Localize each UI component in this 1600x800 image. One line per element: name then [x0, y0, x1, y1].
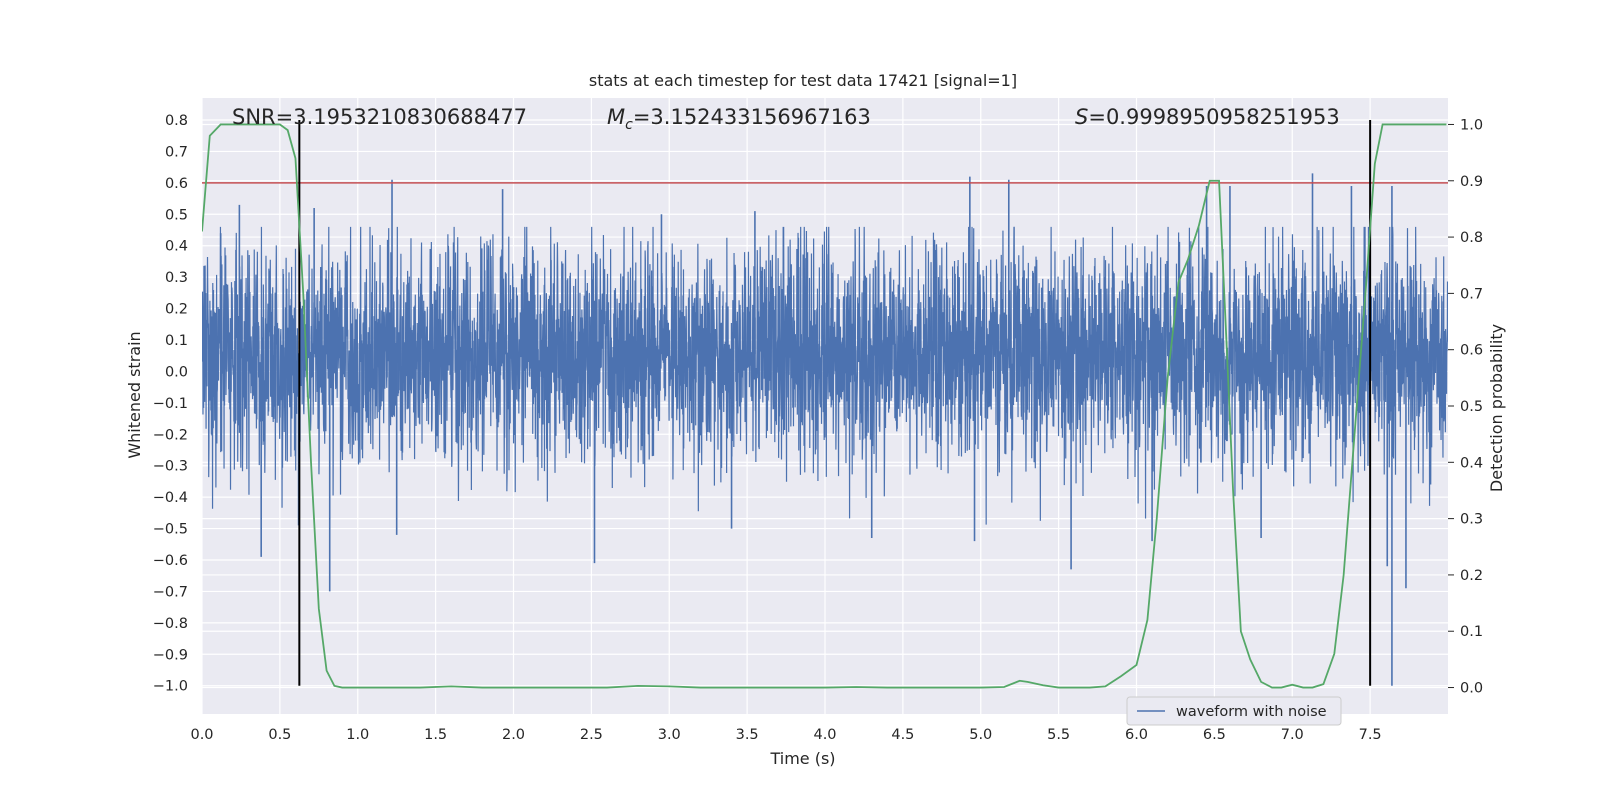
y-tick-label: 0.8: [165, 113, 188, 129]
x-tick-label: 5.0: [969, 727, 992, 743]
y-tick-label: −0.2: [153, 427, 188, 443]
legend-box: [1126, 696, 1342, 726]
mc-value: =3.152433156967163: [633, 105, 871, 129]
s-value: =0.9998950958251953: [1088, 105, 1339, 129]
y-axis-label: Whitened strain: [125, 331, 144, 458]
x-axis-label: Time (s): [769, 749, 835, 768]
y-tick-label: −1.0: [153, 679, 188, 695]
x-tick-label: 2.5: [580, 727, 603, 743]
right-tick-label: 0.8: [1460, 230, 1483, 246]
right-tick-label: 1.0: [1460, 117, 1483, 133]
right-tick-label: 0.1: [1460, 624, 1483, 640]
y-tick-labels: 0.8 0.7 0.6 0.5 0.4 0.3 0.2 0.1 0.0 −0.1 −0.2 −0.3 −…: [153, 113, 188, 695]
detection-probability-series: [202, 123, 1447, 689]
x-tick-label: 3.0: [658, 727, 681, 743]
x-tick-label: 4.5: [891, 727, 914, 743]
y-tick-label: −0.7: [153, 584, 188, 600]
y-tick-label: 0.3: [165, 270, 188, 286]
right-tick-label: 0.0: [1460, 681, 1483, 697]
legend: waveform with noise: [1126, 696, 1342, 726]
chirp-mass-annotation: Mc=3.152433156967163: [607, 105, 871, 133]
x-tick-label: 7.0: [1281, 727, 1304, 743]
x-tick-label: 6.5: [1203, 727, 1226, 743]
legend-label-waveform: waveform with noise: [1176, 704, 1327, 720]
y-tick-label: 0.1: [165, 333, 188, 349]
x-tick-label: 0.5: [268, 727, 291, 743]
mc-subscript: c: [625, 117, 633, 133]
y-tick-label: 0.2: [165, 302, 188, 318]
right-y-axis-label: Detection probability: [1487, 324, 1506, 492]
x-tick-label: 4.0: [813, 727, 836, 743]
right-tick-label: 0.2: [1460, 568, 1483, 584]
y-tick-label: −0.8: [153, 616, 188, 632]
x-tick-label: 5.5: [1047, 727, 1070, 743]
y-tick-label: −0.9: [153, 647, 188, 663]
x-tick-label: 6.0: [1125, 727, 1148, 743]
x-tick-label: 3.5: [736, 727, 759, 743]
right-y-tick-labels: 1.0 0.9 0.8 0.7 0.6 0.5 0.4 0.3 0.2 0.1 0.0: [1448, 117, 1483, 697]
y-tick-label: −0.1: [153, 396, 188, 412]
x-tick-labels: 0.0 0.5 1.0 1.5 2.0 2.5 3.0 3.5 4.0 4.5 5.0 5.5 6.0 6…: [190, 727, 1381, 743]
s-symbol: S: [1075, 105, 1088, 129]
chart-title: stats at each timestep for test data 174…: [589, 71, 1017, 90]
right-tick-label: 0.3: [1460, 512, 1483, 528]
waveform-series: [202, 226, 1448, 525]
plot-content: [202, 120, 1448, 689]
y-tick-label: −0.5: [153, 522, 188, 538]
y-tick-label: 0.5: [165, 207, 188, 223]
y-tick-label: −0.6: [153, 553, 188, 569]
y-tick-label: 0.6: [165, 176, 188, 192]
snr-annotation: SNR=3.1953210830688477: [232, 105, 527, 129]
y-tick-label: 0.7: [165, 144, 188, 160]
y-tick-label: 0.4: [165, 239, 188, 255]
score-annotation: S=0.9998950958251953: [1075, 105, 1340, 129]
x-tick-label: 1.0: [346, 727, 369, 743]
mc-symbol: M: [607, 105, 625, 129]
right-tick-label: 0.5: [1460, 399, 1483, 415]
x-tick-label: 2.0: [502, 727, 525, 743]
x-tick-label: 0.0: [190, 727, 213, 743]
right-tick-label: 0.6: [1460, 343, 1483, 359]
x-tick-label: 1.5: [424, 727, 447, 743]
y-tick-label: 0.0: [165, 364, 188, 380]
y-tick-label: −0.3: [153, 459, 188, 475]
right-tick-label: 0.7: [1460, 286, 1483, 302]
x-tick-label: 7.5: [1359, 727, 1382, 743]
right-tick-label: 0.4: [1460, 455, 1483, 471]
y-tick-label: −0.4: [153, 490, 188, 506]
right-tick-label: 0.9: [1460, 174, 1483, 190]
